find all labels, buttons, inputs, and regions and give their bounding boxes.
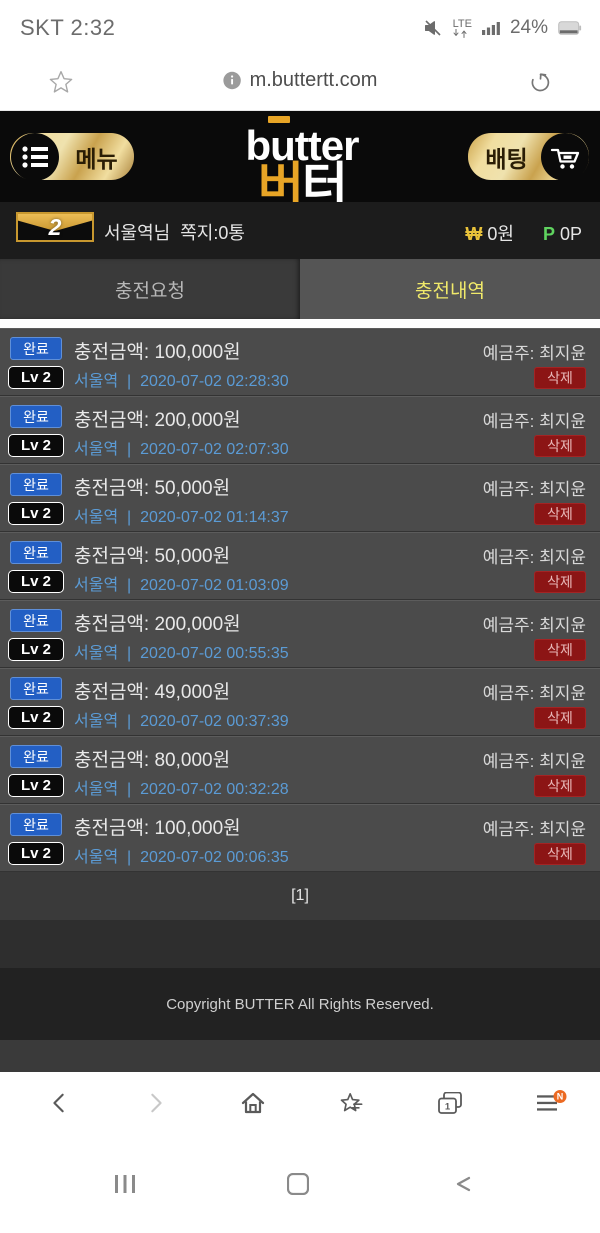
svg-text:N: N (557, 1092, 564, 1102)
svg-text:1: 1 (445, 1101, 451, 1112)
